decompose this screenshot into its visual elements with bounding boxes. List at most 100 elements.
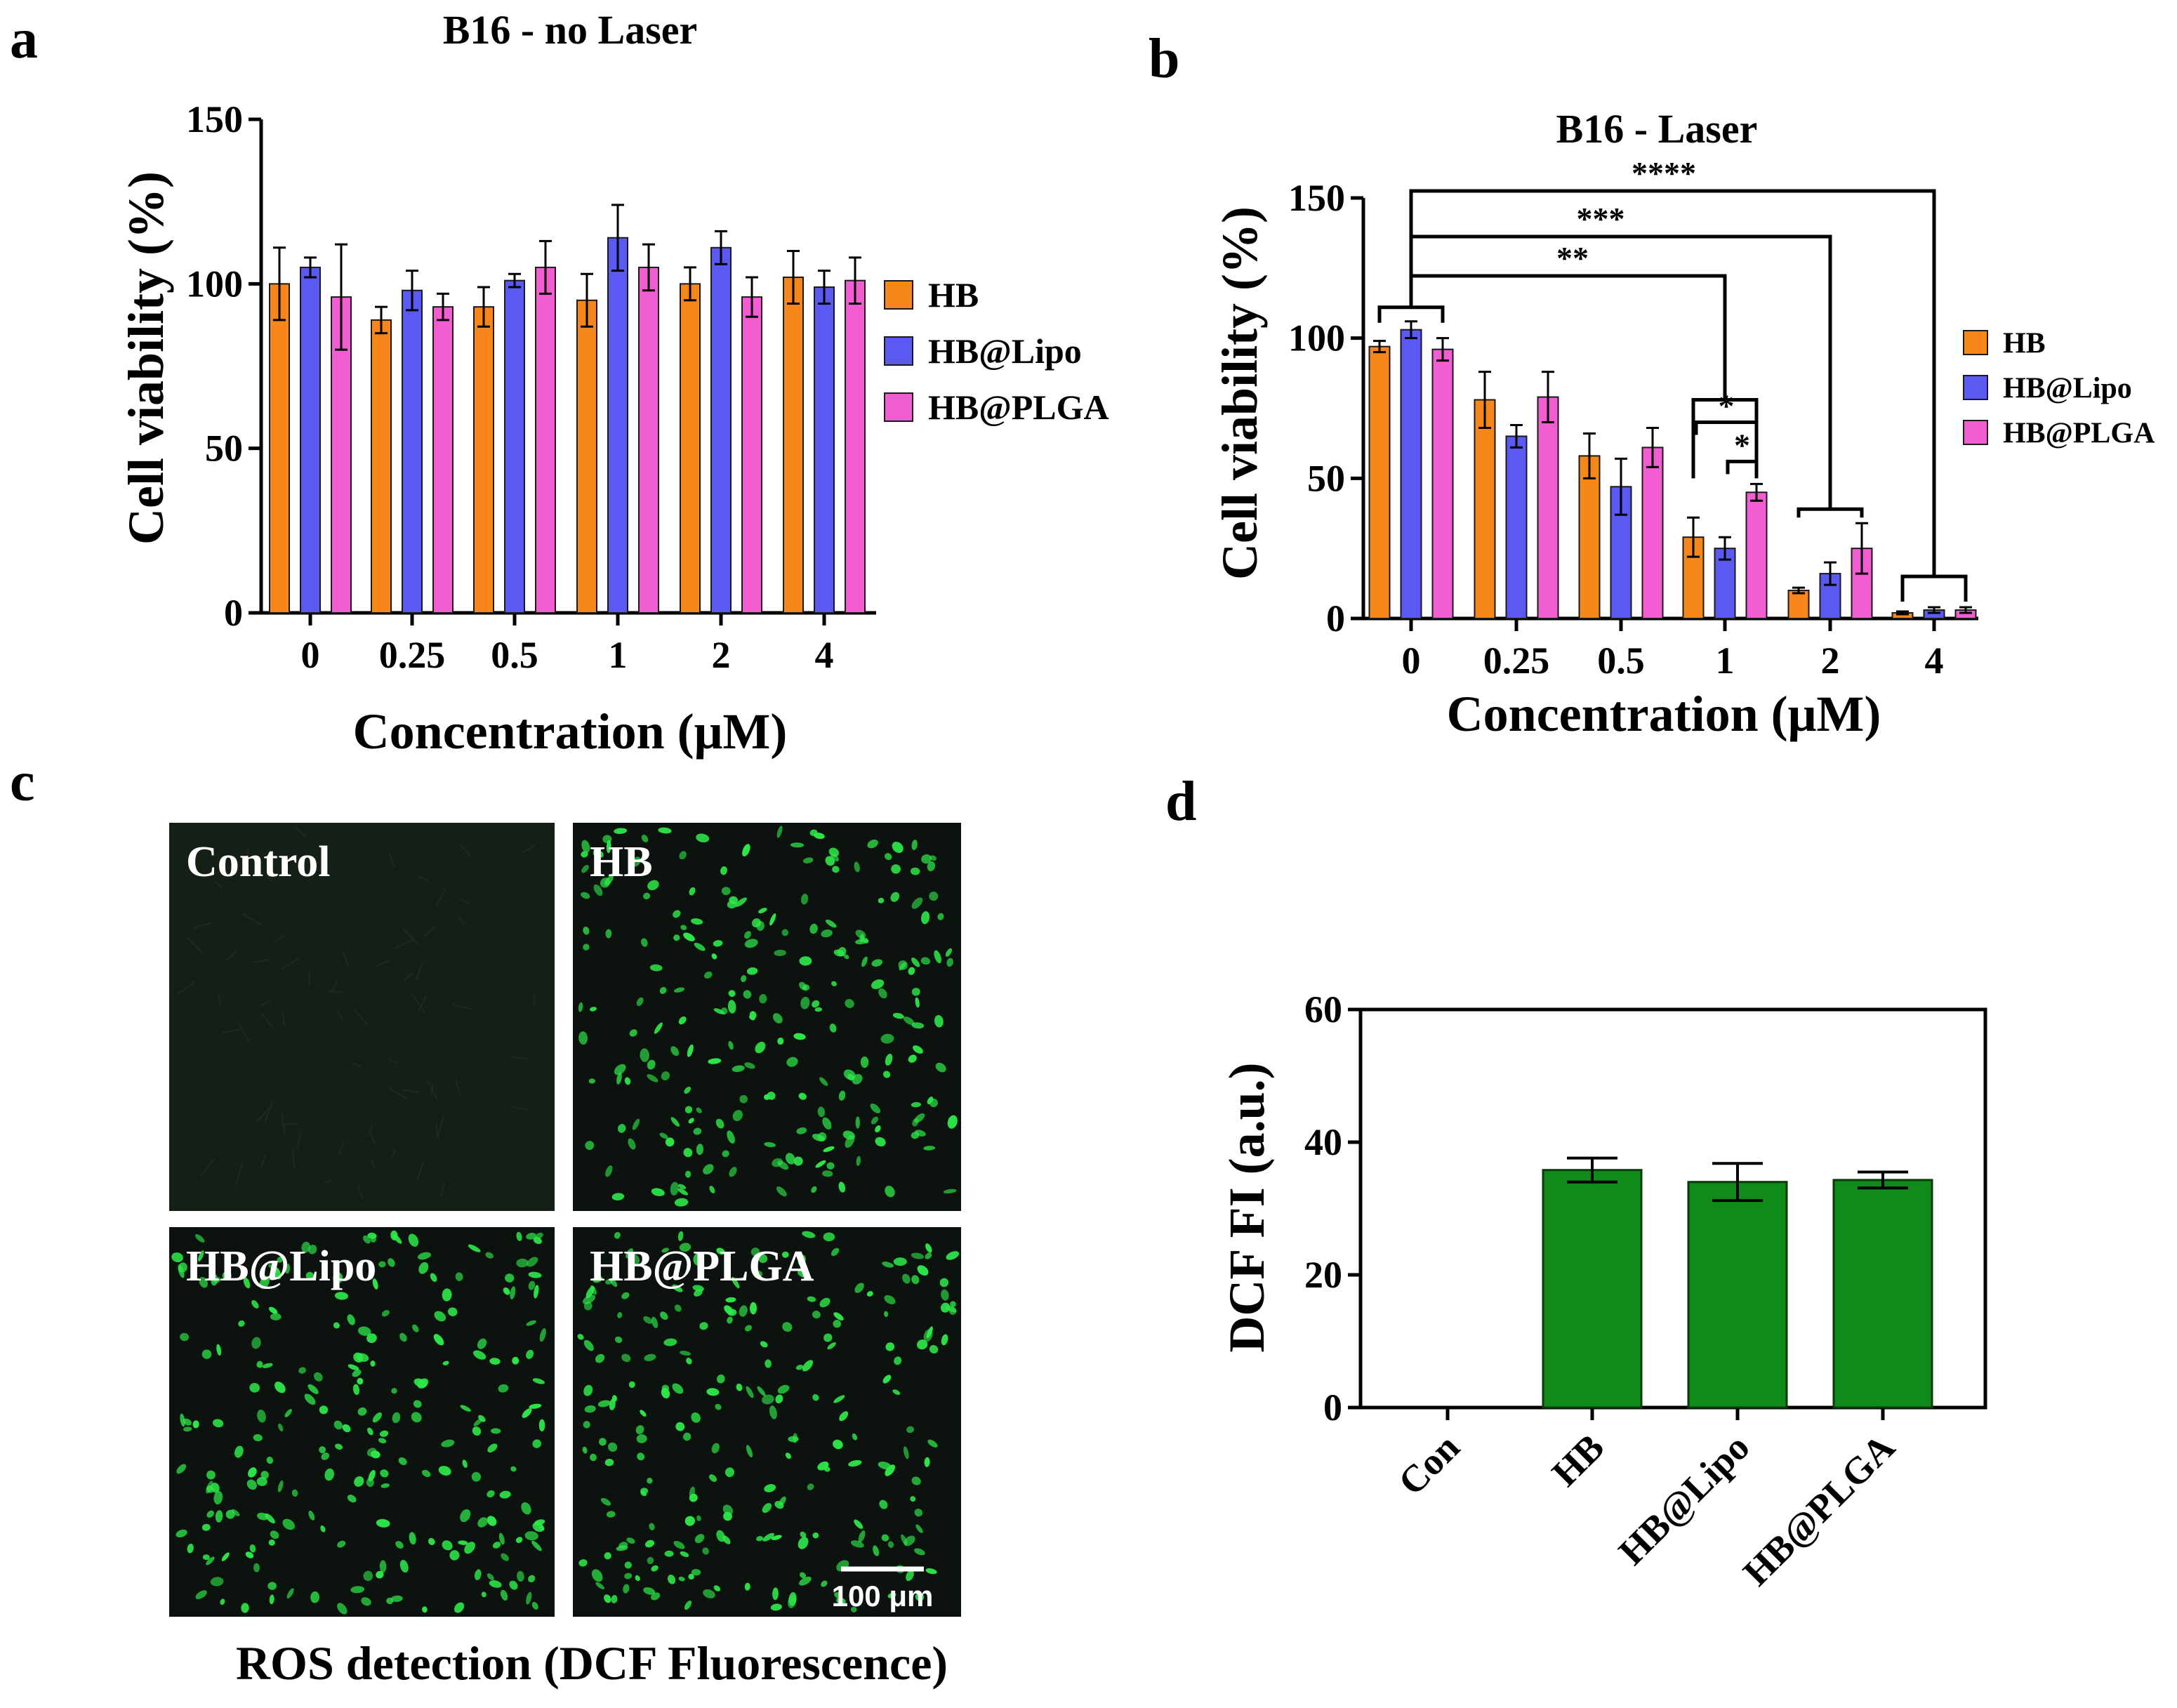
fluorescent-cell xyxy=(833,1439,843,1450)
faint-cell-outline xyxy=(200,1158,216,1177)
fluorescent-cell xyxy=(914,1548,925,1556)
fluorescent-cell xyxy=(821,929,833,938)
fluorescent-cell xyxy=(711,953,717,960)
fluorescent-cell xyxy=(686,1358,692,1365)
fluorescent-cell xyxy=(744,939,758,948)
faint-cell-outline xyxy=(417,875,429,882)
fluorescent-cell xyxy=(788,1436,799,1443)
fluorescent-cell xyxy=(363,1570,373,1582)
fluorescent-cell xyxy=(284,1409,292,1417)
faint-cell-outline xyxy=(342,951,350,968)
fluorescent-cell xyxy=(640,1410,647,1417)
fluorescent-cell xyxy=(678,1016,687,1025)
fluorescent-cell xyxy=(703,971,713,979)
fluorescent-cell xyxy=(744,1325,753,1332)
fluorescent-cell xyxy=(654,1022,663,1034)
chartA-bar-HB@PLGA-2 xyxy=(741,296,762,614)
faint-cell-outline xyxy=(239,1024,250,1043)
fluorescent-cell xyxy=(526,1591,532,1605)
chart-d-bars xyxy=(1542,1156,1933,1409)
fluorescent-cell xyxy=(831,1247,840,1257)
chart-d-xtick-label: HB@PLGA xyxy=(1735,1426,1903,1594)
fluorescent-cell xyxy=(715,1118,724,1129)
fluorescent-cell xyxy=(583,944,590,951)
fluorescent-cell xyxy=(531,1601,538,1610)
fluorescent-cell xyxy=(503,1287,510,1295)
fluorescent-cell xyxy=(670,1181,679,1196)
fluorescent-cell xyxy=(833,1395,845,1403)
fluorescent-cell xyxy=(870,1103,881,1113)
fluorescent-cell xyxy=(378,1438,387,1444)
fluorescent-cell xyxy=(512,1356,520,1365)
chart-d-bar-HB@Lipo xyxy=(1687,1181,1788,1409)
faint-cell-outline xyxy=(281,958,300,969)
fluorescent-cell xyxy=(251,1337,261,1349)
chart-d-xtick-label: HB xyxy=(1544,1426,1613,1495)
fluorescent-cell xyxy=(477,1517,488,1528)
fluorescent-cell xyxy=(915,1130,926,1137)
fluorescent-cell xyxy=(604,1552,611,1560)
fluorescent-cell xyxy=(637,1452,645,1461)
fluorescent-cell xyxy=(782,1322,793,1332)
fluorescent-cell xyxy=(399,1332,407,1342)
fluorescent-cell xyxy=(392,1233,402,1244)
fluorescent-cell xyxy=(696,1144,704,1156)
fluorescent-cell xyxy=(689,1493,698,1502)
fluorescent-cell xyxy=(259,1276,270,1289)
fluorescent-cell xyxy=(878,988,887,999)
faint-cell-outline xyxy=(282,1123,298,1125)
fluorescent-cell xyxy=(781,1251,789,1258)
fluorescent-cell xyxy=(927,861,936,872)
fluorescent-cell xyxy=(260,1471,269,1479)
fluorescent-cell xyxy=(854,1283,864,1293)
sig-star-label: **** xyxy=(1632,155,1696,191)
fluorescent-cell xyxy=(884,1295,896,1304)
fluorescent-cell xyxy=(708,1474,717,1482)
fluorescent-cell xyxy=(350,1586,365,1594)
fluorescent-cell xyxy=(929,855,937,861)
fluorescent-cell xyxy=(438,1466,451,1476)
fluorescent-cell xyxy=(673,910,681,918)
fluorescent-cell xyxy=(892,842,904,853)
fluorescent-cell xyxy=(370,1361,376,1367)
chartB-xtick-label: 0.25 xyxy=(1483,640,1550,682)
fluorescent-cell xyxy=(725,1297,736,1303)
fluorescent-cell xyxy=(727,1316,733,1324)
fluorescent-cell xyxy=(176,1464,187,1474)
fluorescent-cell xyxy=(672,1284,683,1292)
fluorescent-cell xyxy=(708,1058,722,1064)
chart-b-cell-viability-laser: B16 - Laser Concentration (μM) Cell viab… xyxy=(1212,106,2155,742)
fluorescent-cell xyxy=(234,1445,244,1458)
fluorescent-cell xyxy=(534,1285,539,1299)
fluorescent-cell xyxy=(785,1452,791,1459)
fluorescent-cell xyxy=(915,997,920,1008)
fluorescent-cell xyxy=(428,1537,435,1545)
fluorescent-cell xyxy=(817,1132,827,1141)
fluorescent-cell xyxy=(417,1378,429,1389)
fluorescent-cell xyxy=(829,1023,837,1033)
fluorescent-cell xyxy=(924,1457,930,1467)
fluorescent-cell xyxy=(871,959,883,967)
fluorescent-cell xyxy=(798,1254,806,1266)
fluorescent-cell xyxy=(875,1125,881,1133)
fluorescent-cell xyxy=(765,1359,772,1368)
fluorescent-cell xyxy=(282,1518,295,1530)
faint-cell-outline xyxy=(235,1163,243,1184)
fluorescent-cell xyxy=(361,1597,371,1606)
fluorescent-cell xyxy=(487,1443,498,1453)
faint-cell-outline xyxy=(353,1008,369,1026)
fluorescent-cell xyxy=(668,1574,676,1584)
chart-d-xtick-label: HB@Lipo xyxy=(1610,1426,1758,1573)
faint-cell-outline xyxy=(218,992,221,1007)
fluorescent-cell xyxy=(381,1310,390,1317)
faint-cell-outline xyxy=(459,844,472,856)
fluorescent-cell xyxy=(468,1244,481,1252)
fluorescent-cell xyxy=(923,1146,936,1151)
faint-cell-outline xyxy=(376,959,390,967)
fluorescent-cell xyxy=(939,1278,949,1287)
fluorescent-cell xyxy=(183,1418,192,1426)
fluorescent-cell xyxy=(902,1273,911,1284)
fluorescent-cell xyxy=(628,1138,636,1150)
fluorescent-cell xyxy=(854,861,860,873)
fluorescent-cell xyxy=(464,1542,475,1554)
